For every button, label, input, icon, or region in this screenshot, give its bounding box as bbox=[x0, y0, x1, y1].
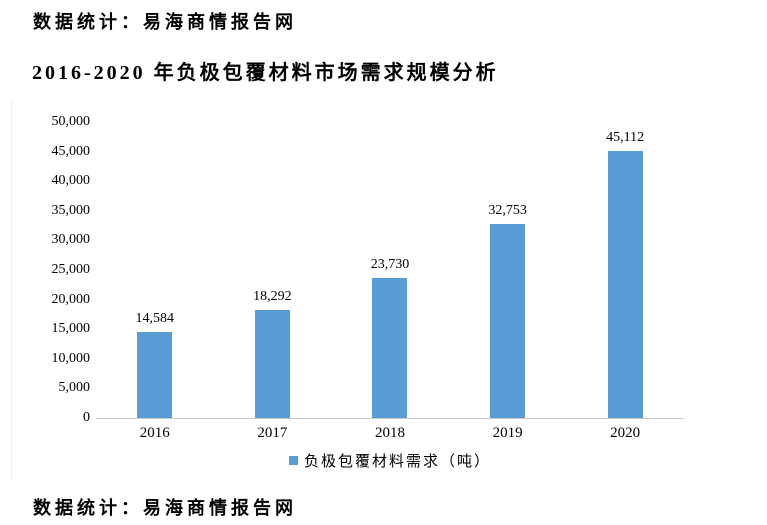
bar-2019 bbox=[490, 224, 526, 418]
bar-value-label: 23,730 bbox=[370, 256, 410, 272]
chart-frame: 0 5,000 10,000 15,000 20,000 25,000 30,000 35,0… bbox=[11, 100, 753, 480]
data-source-footer: 数据统计：易海商情报告网 bbox=[33, 498, 297, 518]
bar-value-label: 18,292 bbox=[253, 288, 292, 304]
bar-value-label: 14,584 bbox=[135, 310, 175, 326]
y-tick-label: 20,000 bbox=[51, 291, 91, 307]
y-tick-label: 25,000 bbox=[51, 262, 91, 277]
y-tick-label: 45,000 bbox=[51, 143, 91, 159]
bar-value-label: 32,753 bbox=[488, 203, 527, 219]
bar-2017 bbox=[254, 309, 290, 418]
y-tick-label: 10,000 bbox=[51, 350, 91, 366]
x-tick-label: 2017 bbox=[257, 425, 288, 441]
bar-column-2017: 18,292 2017 bbox=[214, 122, 332, 441]
bar-column-2019: 32,753 2019 bbox=[449, 122, 567, 441]
bar-2020 bbox=[607, 150, 643, 418]
bar-value-label: 45,112 bbox=[606, 129, 645, 145]
bar-column-2020: 45,112 2020 bbox=[566, 122, 684, 441]
y-tick-label: 50,000 bbox=[51, 114, 91, 129]
bar-2016 bbox=[137, 331, 173, 418]
y-tick-label: 35,000 bbox=[51, 202, 91, 218]
chart-title: 2016-2020 年负极包覆材料市场需求规模分析 bbox=[32, 62, 499, 84]
x-tick-label: 2019 bbox=[492, 425, 523, 441]
x-tick-label: 2016 bbox=[139, 425, 170, 441]
bar-column-2018: 23,730 2018 bbox=[331, 122, 449, 441]
y-axis: 0 5,000 10,000 15,000 20,000 25,000 30,000 35,0… bbox=[12, 114, 91, 425]
legend-marker-icon bbox=[288, 456, 298, 465]
bar-2018 bbox=[372, 277, 408, 418]
bar-column-2016: 14,584 2016 bbox=[96, 122, 214, 441]
plot-area: 14,584 2016 18,292 2017 23,730 2018 32,753 2019… bbox=[96, 122, 684, 441]
y-tick-label: 0 bbox=[83, 410, 90, 425]
data-source-header: 数据统计：易海商情报告网 bbox=[33, 12, 297, 32]
legend-series-label: 负极包覆材料需求（吨） bbox=[303, 454, 491, 470]
y-tick-label: 15,000 bbox=[51, 321, 91, 337]
x-tick-label: 2018 bbox=[374, 425, 405, 441]
x-tick-label: 2020 bbox=[610, 425, 641, 441]
y-tick-label: 40,000 bbox=[51, 173, 91, 189]
chart-legend: 负极包覆材料需求（吨） bbox=[96, 450, 684, 471]
y-tick-label: 30,000 bbox=[51, 232, 91, 248]
y-tick-label: 5,000 bbox=[58, 380, 91, 396]
